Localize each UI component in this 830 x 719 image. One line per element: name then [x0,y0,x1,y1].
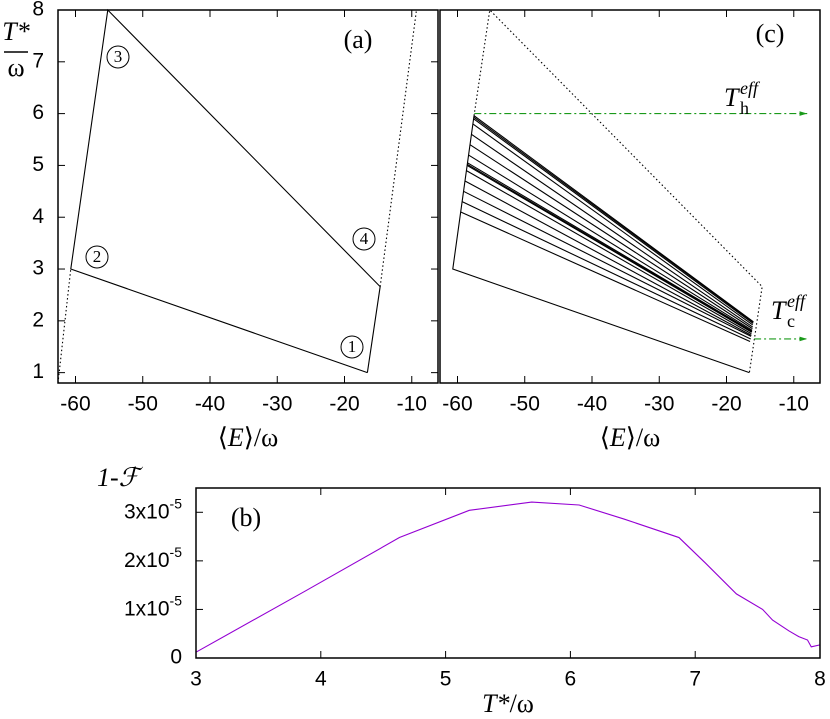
series-line [461,201,751,340]
y-axis-label: 1-ℱ [97,463,144,492]
tick-mantissa: 2x10 [124,548,170,571]
panel-label: (c) [756,19,785,48]
series-line [471,133,754,328]
state-label: 1 [348,337,357,356]
y-tick-label: 1 [32,360,44,383]
state-circle [340,335,364,359]
x-tick-label: -30 [644,393,674,416]
y-tick-label: 4 [32,205,44,228]
series-line [468,154,753,331]
plot-frame [439,9,821,384]
y-tick-label: 1x10-5 [124,592,182,620]
tick-mantissa: 1x10 [124,597,170,620]
y-tick-label: 6 [32,101,44,124]
x-label-part: E [227,423,244,452]
state-circle [106,45,130,69]
state-label: 3 [114,47,123,66]
temp-base: T [771,296,787,325]
tick-exponent: -5 [170,495,183,511]
x-tick-label: 4 [315,668,327,691]
state-circle [352,227,376,251]
series-line [195,501,821,653]
series-line [463,190,752,337]
x-tick-label: -10 [779,393,809,416]
x-tick-label: -40 [195,393,225,416]
x-tick-label: -10 [397,393,427,416]
panel-label: (a) [344,25,373,54]
series-line [473,8,763,373]
series-line [473,118,754,324]
x-label-part: ⟨ [218,423,228,452]
x-tick-label: -20 [329,393,359,416]
series-line [464,180,752,336]
state-circle [85,245,109,269]
x-tick-label: 5 [440,668,452,691]
x-tick-label: -30 [262,393,292,416]
x-axis-label: T*/ω [482,689,534,718]
temp-sup: eff [787,291,808,311]
x-tick-label: -60 [60,393,90,416]
series-line [57,268,72,384]
series-line [452,115,750,374]
series-line [473,115,754,323]
panel-label: (b) [231,503,261,532]
x-tick-label: -40 [577,393,607,416]
x-tick-label: 3 [190,668,202,691]
y-label-num: T* [2,17,29,46]
series-line [467,162,753,332]
x-tick-label: -50 [128,393,158,416]
temp-sub: c [787,311,795,331]
y-label-den: ω [7,53,24,82]
x-label-part: /ω [510,689,534,718]
x-tick-label: -50 [510,393,540,416]
series-line [467,163,753,333]
y-tick-label: 8 [32,0,44,21]
y-tick-label: 0 [170,646,182,669]
tick-exponent: -5 [170,592,183,608]
x-label-part: ⟩/ω [626,423,660,452]
y-tick-label: 2 [32,308,44,331]
y-tick-label: 5 [32,153,44,176]
series-line [466,170,752,335]
x-label-part: ⟨ [600,423,610,452]
y-tick-label: 3x10-5 [124,495,182,523]
x-label-part: ⟩/ω [244,423,278,452]
state-label: 2 [93,247,102,266]
series-line [466,164,753,333]
y-tick-label: 3 [32,257,44,280]
x-tick-label: -60 [442,393,472,416]
series-line [469,144,753,330]
x-tick-label: 6 [565,668,577,691]
x-tick-label: -20 [711,393,741,416]
series-line [473,116,754,323]
y-tick-label: 7 [32,49,44,72]
x-tick-label: 7 [689,668,701,691]
temp-base: T [724,83,740,112]
state-label: 4 [360,229,369,248]
x-tick-label: 8 [814,668,826,691]
series-line [472,123,754,326]
x-axis-label: ⟨E⟩/ω [600,423,661,452]
temp-sub: h [740,98,749,118]
tick-exponent: -5 [170,544,183,560]
plot-frame [195,487,821,659]
plot-frame [57,9,439,384]
temp-sup: eff [740,78,761,98]
x-axis-label: ⟨E⟩/ω [218,423,279,452]
x-label-part: T* [482,689,509,718]
series-line [460,211,751,343]
x-label-part: E [609,423,626,452]
series-line [379,9,418,287]
y-tick-label: 2x10-5 [124,544,182,572]
tick-mantissa: 3x10 [124,500,170,523]
